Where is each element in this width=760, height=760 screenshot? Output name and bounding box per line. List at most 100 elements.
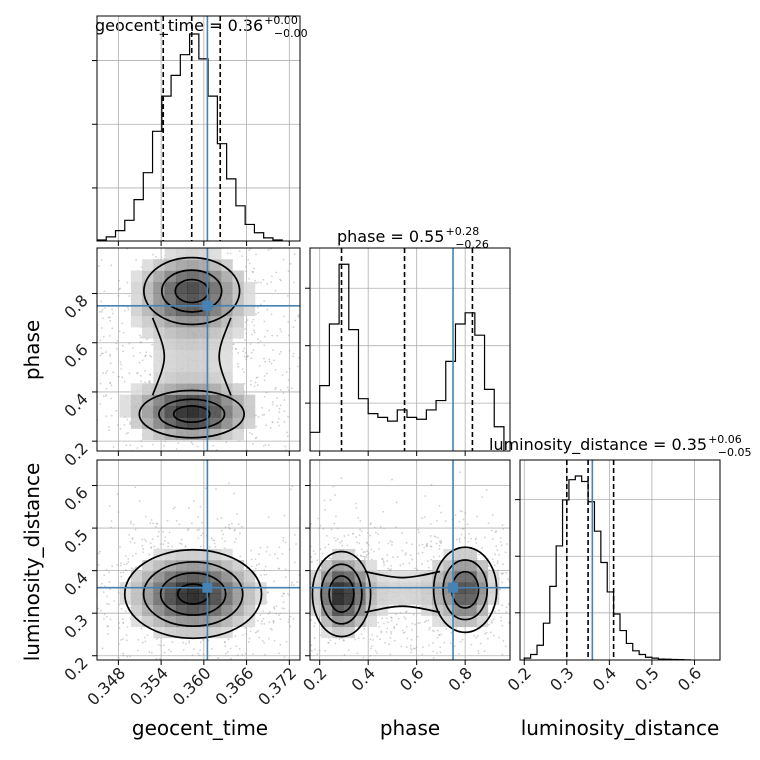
y-tick-label-luminosity_distance-4: 0.6 (60, 483, 91, 514)
sample-point (276, 557, 279, 560)
density-cell (343, 571, 355, 583)
sample-point (275, 271, 278, 274)
sample-point (140, 627, 143, 630)
density-cell (432, 593, 444, 605)
sample-point (98, 311, 101, 313)
density-cell (487, 571, 500, 583)
sample-point (495, 530, 497, 533)
sample-point (306, 440, 308, 442)
sample-point (522, 517, 524, 519)
sample-point (93, 595, 95, 597)
sample-point (360, 530, 363, 533)
sample-point (279, 404, 282, 407)
sample-point (498, 609, 500, 612)
sample-point (111, 312, 114, 315)
sample-point (504, 551, 507, 554)
sample-point (170, 230, 172, 232)
sample-point (156, 523, 159, 525)
sample-point (208, 654, 211, 657)
sample-point (421, 563, 423, 565)
sample-point (416, 568, 419, 571)
sample-point (72, 273, 74, 275)
sample-point (366, 541, 368, 544)
sample-point (261, 640, 264, 642)
sample-point (247, 354, 249, 357)
sample-point (351, 532, 354, 535)
sample-point (421, 653, 424, 656)
sample-point (511, 606, 513, 608)
sample-point (128, 295, 131, 297)
sample-point (338, 694, 340, 696)
sample-point (498, 553, 501, 556)
sample-point (196, 445, 199, 448)
sample-point (151, 538, 154, 541)
sample-point (500, 619, 503, 622)
sample-point (132, 355, 135, 357)
sample-point (169, 224, 171, 226)
sample-point (110, 520, 113, 523)
sample-point (422, 646, 424, 649)
sample-point (263, 375, 266, 377)
sample-point (130, 520, 132, 523)
density-cell (365, 571, 378, 583)
sample-point (107, 425, 110, 428)
sample-point (98, 456, 100, 458)
density-cell (164, 394, 177, 407)
sample-point (122, 331, 125, 334)
density-cell (175, 293, 188, 305)
sample-point (305, 631, 307, 633)
sample-point (101, 352, 104, 355)
sample-point (151, 343, 153, 346)
sample-point (151, 443, 154, 446)
sample-point (127, 308, 130, 311)
sample-point (264, 653, 266, 656)
sample-point (99, 172, 101, 174)
sample-point (505, 610, 508, 613)
density-cell (153, 338, 166, 350)
sample-point (401, 629, 404, 632)
sample-point (109, 382, 112, 384)
density-cell (175, 315, 188, 328)
sample-point (249, 380, 252, 382)
sample-point (334, 642, 337, 645)
sample-point (281, 374, 284, 376)
sample-point (321, 552, 324, 555)
sample-point (278, 424, 281, 427)
sample-point (423, 546, 426, 549)
sample-point (356, 652, 359, 655)
sample-point (297, 315, 300, 318)
sample-point (125, 634, 128, 636)
sample-point (115, 409, 118, 412)
sample-point (276, 397, 278, 400)
density-cell (221, 593, 233, 605)
sample-point (270, 628, 273, 631)
sample-point (417, 552, 420, 555)
density-cell (153, 304, 166, 317)
sample-point (267, 444, 270, 447)
sample-point (217, 657, 219, 659)
sample-point (359, 520, 362, 522)
sample-point (507, 603, 510, 606)
sample-point (111, 565, 114, 568)
sample-point (82, 434, 84, 436)
density-cell (209, 326, 222, 339)
sample-point (306, 414, 308, 416)
sample-point (138, 361, 141, 364)
density-cell (221, 571, 233, 583)
sample-point (436, 652, 438, 654)
sample-point (100, 310, 103, 313)
sample-point (125, 444, 128, 447)
density-cell (164, 604, 177, 616)
sample-point (281, 535, 283, 537)
density-cell (153, 349, 166, 362)
sample-point (266, 671, 268, 673)
sample-point (459, 509, 462, 512)
sample-point (306, 580, 308, 582)
sample-point (301, 627, 303, 629)
sample-point (225, 652, 227, 655)
sample-point (245, 265, 247, 268)
sample-point (428, 626, 431, 629)
density-cell (198, 405, 211, 418)
sample-point (297, 556, 299, 558)
sample-point (542, 673, 544, 675)
